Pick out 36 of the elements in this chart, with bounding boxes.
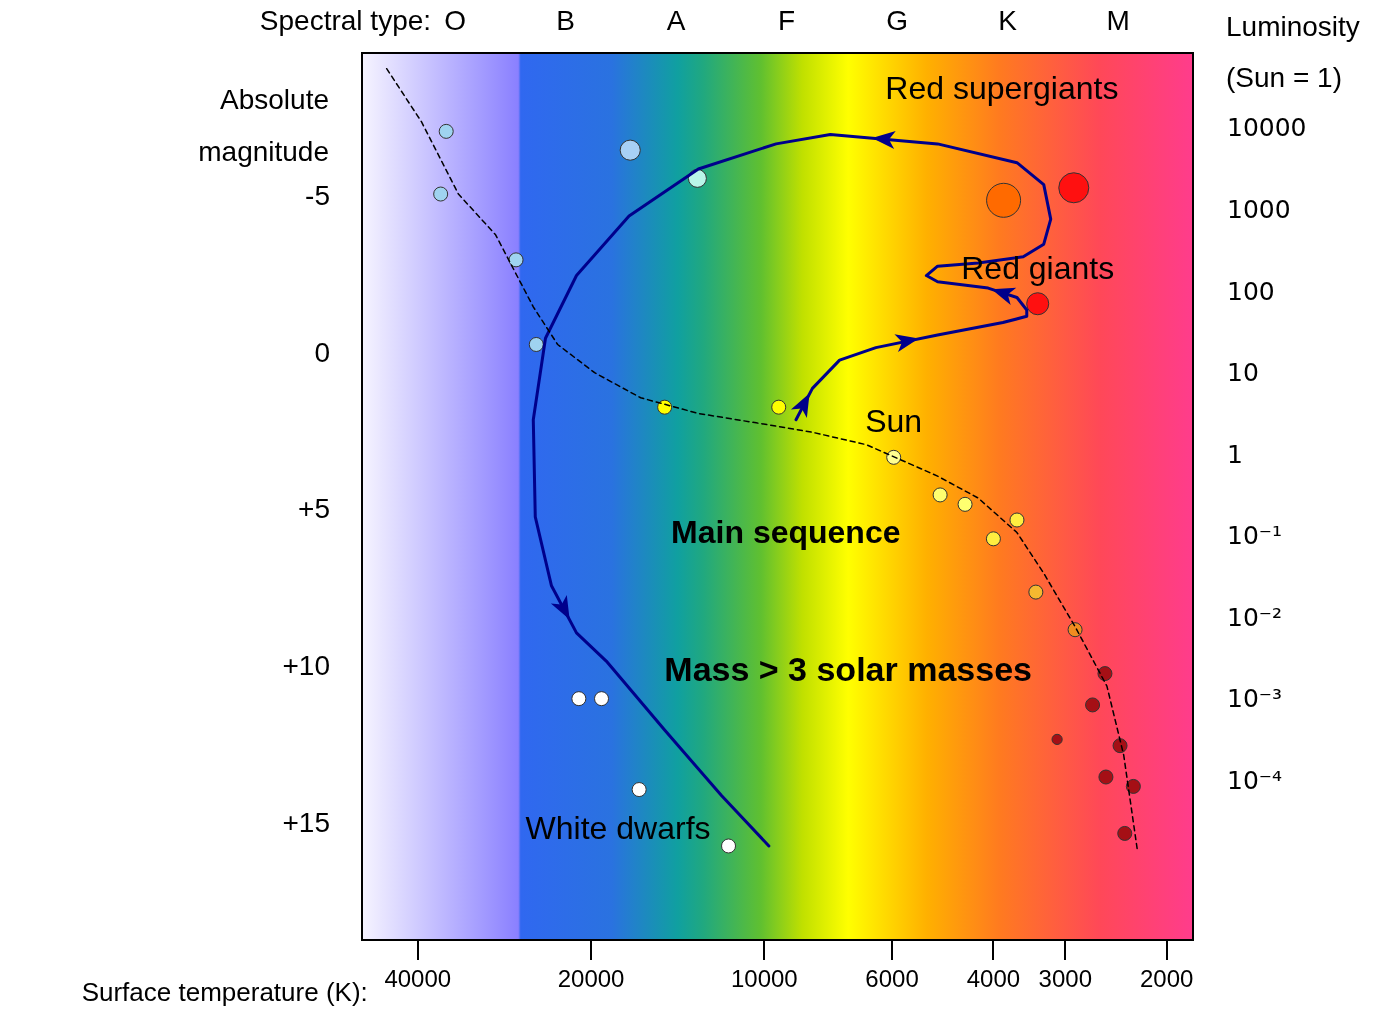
x-tick-label: 6000 xyxy=(865,965,919,993)
text: M xyxy=(1106,4,1130,36)
text: 10 xyxy=(1227,358,1259,388)
y2-axis-title: Luminosity (Sun = 1) xyxy=(1226,10,1360,93)
x-tick-label: 3000 xyxy=(1038,965,1092,993)
text: B xyxy=(556,4,575,36)
annotation: Mass > 3 solar masses xyxy=(664,649,1032,688)
text: K xyxy=(998,4,1018,36)
y-tick-label: -5 xyxy=(305,179,330,211)
x-axis-title: Surface temperature (K): xyxy=(81,977,368,1008)
text: 10⁻³ xyxy=(1227,684,1283,714)
annotation: White dwarfs xyxy=(525,809,711,846)
text: 10000 xyxy=(1227,113,1307,143)
x2-axis-title: Spectral type: xyxy=(259,4,432,36)
text: 10⁻² xyxy=(1227,602,1283,632)
y-tick-label: +15 xyxy=(282,806,330,838)
x-tick-label: 4000 xyxy=(966,965,1021,993)
x-tick-label: 40000 xyxy=(384,965,452,993)
annotation: Red supergiants xyxy=(885,70,1119,107)
text: 100 xyxy=(1227,276,1275,306)
y-tick-label: +10 xyxy=(282,650,330,682)
annotation: Sun xyxy=(865,403,923,440)
y-tick-label: 0 xyxy=(314,336,330,368)
y-tick-label: +5 xyxy=(298,493,330,525)
text: 10⁻⁴ xyxy=(1227,765,1283,795)
text: A xyxy=(666,4,686,36)
text: O xyxy=(444,4,466,36)
x-tick-label: 10000 xyxy=(730,965,798,993)
x-tick-label: 20000 xyxy=(557,965,625,993)
text: 10⁻¹ xyxy=(1227,521,1283,551)
text: F xyxy=(778,4,796,36)
text: 1 xyxy=(1227,439,1243,469)
text: G xyxy=(886,4,909,36)
text: 1000 xyxy=(1227,195,1291,225)
x-tick-label: 2000 xyxy=(1139,965,1194,993)
y-axis-title: Absolute magnitude xyxy=(198,83,329,167)
